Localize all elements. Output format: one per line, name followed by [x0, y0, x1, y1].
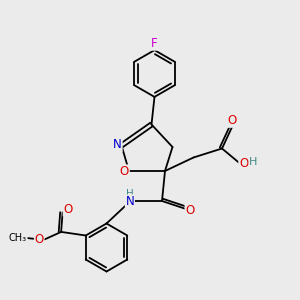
- Text: H: H: [249, 157, 258, 167]
- Text: H: H: [126, 189, 134, 200]
- Text: N: N: [113, 138, 122, 152]
- Text: O: O: [63, 203, 73, 216]
- Text: O: O: [185, 203, 194, 217]
- Text: CH₃: CH₃: [9, 233, 27, 243]
- Text: N: N: [125, 195, 134, 208]
- Text: O: O: [120, 165, 129, 178]
- Text: F: F: [151, 37, 158, 50]
- Text: O: O: [239, 157, 248, 170]
- Text: O: O: [227, 114, 236, 127]
- Text: O: O: [34, 233, 44, 246]
